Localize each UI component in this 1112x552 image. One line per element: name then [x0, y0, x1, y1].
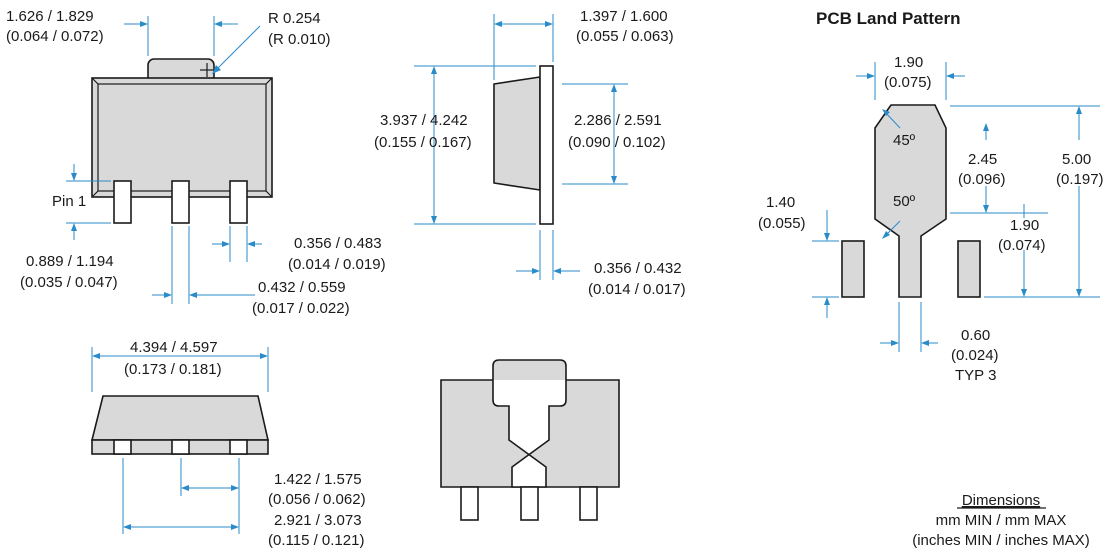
side-view-tab — [539, 65, 554, 225]
lead-width-2-mm: 0.432 / 0.559 — [258, 279, 346, 296]
body-height-mm: 3.937 / 4.242 — [380, 112, 468, 129]
angle-50: 50º — [893, 193, 916, 210]
pitch-in: (0.056 / 0.062) — [268, 491, 366, 508]
top-view-lead-1 — [113, 180, 132, 224]
tab-width-mm: 1.626 / 1.829 — [6, 8, 94, 25]
pad-length-mm: 1.40 — [766, 194, 795, 211]
lead-thickness-in: (0.014 / 0.017) — [588, 281, 686, 298]
lp-tab-width-in: (0.075) — [884, 74, 932, 91]
outer-pitch-mm: 2.921 / 3.073 — [274, 512, 362, 529]
bottom-view-lead-2 — [520, 486, 539, 521]
top-view: 1.626 / 1.829 (0.064 / 0.072) R 0.254 (R… — [6, 8, 386, 317]
bottom-view-lead-3 — [579, 486, 598, 521]
land-pattern-tab-pad — [874, 104, 947, 298]
end-view-body — [90, 395, 270, 441]
body-width-in: (0.173 / 0.181) — [124, 361, 222, 378]
bottom-view-lead-1 — [460, 486, 479, 521]
pad-offset-mm: 1.90 — [1010, 217, 1039, 234]
radius-mm: R 0.254 — [268, 10, 321, 27]
dimensions-legend: Dimensions mm MIN / mm MAX (inches MIN /… — [912, 492, 1090, 549]
pad-width-in: (0.024) — [951, 347, 999, 364]
land-pattern: PCB Land Pattern 1.90 (0.075) 45º 50º 2.… — [758, 9, 1104, 384]
legend-line1: mm MIN / mm MAX — [936, 512, 1067, 529]
total-thickness-in: (0.055 / 0.063) — [576, 28, 674, 45]
land-pattern-pad-3 — [957, 240, 981, 298]
lead-length-mm: 0.889 / 1.194 — [26, 253, 114, 270]
tab-upper-mm: 2.45 — [968, 151, 997, 168]
pad-width-mm: 0.60 — [961, 327, 990, 344]
land-pattern-pad-1 — [841, 240, 865, 298]
end-view: 4.394 / 4.597 (0.173 / 0.181) 1.422 / 1.… — [90, 339, 366, 549]
tab-upper-in: (0.096) — [958, 171, 1006, 188]
total-thickness-mm: 1.397 / 1.600 — [580, 8, 668, 25]
legend-heading: Dimensions — [962, 492, 1040, 509]
legend-line2: (inches MIN / inches MAX) — [912, 532, 1090, 549]
end-view-lead-1 — [113, 439, 132, 455]
lead-thickness-mm: 0.356 / 0.432 — [594, 260, 682, 277]
top-view-body — [91, 77, 273, 198]
pitch-mm: 1.422 / 1.575 — [274, 471, 362, 488]
body-height-in: (0.155 / 0.167) — [374, 134, 472, 151]
land-pattern-title: PCB Land Pattern — [816, 9, 961, 28]
lead-width-in: (0.014 / 0.019) — [288, 256, 386, 273]
pad-width-note: TYP 3 — [955, 367, 996, 384]
side-view-body — [493, 76, 541, 191]
tab-width-in: (0.064 / 0.072) — [6, 28, 104, 45]
end-view-lead-2 — [171, 439, 190, 455]
pad-offset-in: (0.074) — [998, 237, 1046, 254]
bottom-view — [440, 359, 620, 521]
lead-length-in: (0.035 / 0.047) — [20, 274, 118, 291]
radius-in: (R 0.010) — [268, 31, 331, 48]
top-view-lead-2 — [171, 180, 190, 224]
total-mm: 5.00 — [1062, 151, 1091, 168]
tab-height-mm: 2.286 / 2.591 — [574, 112, 662, 129]
end-view-lead-3 — [229, 439, 248, 455]
lp-tab-width-mm: 1.90 — [894, 54, 923, 71]
side-view: 1.397 / 1.600 (0.055 / 0.063) 3.937 / 4.… — [374, 8, 686, 298]
total-in: (0.197) — [1056, 171, 1104, 188]
angle-45: 45º — [893, 132, 916, 149]
pad-length-in: (0.055) — [758, 215, 806, 232]
tab-height-in: (0.090 / 0.102) — [568, 134, 666, 151]
lead-width-2-in: (0.017 / 0.022) — [252, 300, 350, 317]
lead-width-mm: 0.356 / 0.483 — [294, 235, 382, 252]
pin1-label: Pin 1 — [52, 193, 86, 210]
outer-pitch-in: (0.115 / 0.121) — [268, 532, 364, 549]
top-view-lead-3 — [229, 180, 248, 224]
body-width-mm: 4.394 / 4.597 — [130, 339, 218, 356]
